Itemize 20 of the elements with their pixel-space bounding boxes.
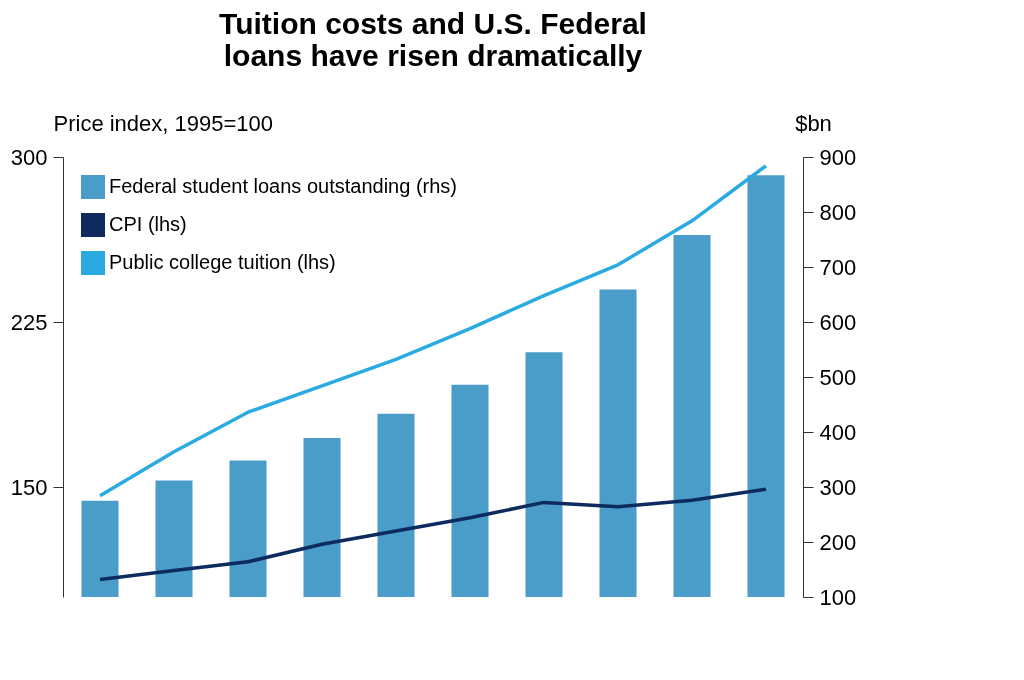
y2-tick-label: 300	[819, 474, 857, 500]
y-tick-label: 300	[10, 144, 48, 170]
y2-tick-label: 200	[819, 529, 857, 555]
legend-label: Public college tuition (lhs)	[109, 251, 336, 273]
y2-tick-label: 800	[819, 199, 857, 225]
y-tick-label: 225	[10, 309, 48, 335]
line-series	[98, 487, 768, 582]
y2-tick-label: 500	[819, 364, 857, 390]
y-axis-title: Price index, 1995=100	[53, 110, 274, 136]
y2-axis-title: $bn	[795, 110, 832, 136]
chart-title: Tuition costs and U.S. Federal loans have risen dramatically	[219, 7, 647, 72]
y2-tick-label: 900	[819, 144, 857, 170]
y-tick-label: 150	[10, 474, 48, 500]
y2-tick-label: 600	[819, 309, 857, 335]
legend-label: Federal student loans outstanding (rhs)	[109, 175, 457, 197]
line-series	[98, 164, 768, 498]
legend-label: CPI (lhs)	[109, 213, 187, 235]
y2-tick-label: 700	[819, 254, 857, 280]
y2-tick-label: 400	[819, 419, 857, 445]
y2-tick-label: 100	[819, 584, 857, 610]
